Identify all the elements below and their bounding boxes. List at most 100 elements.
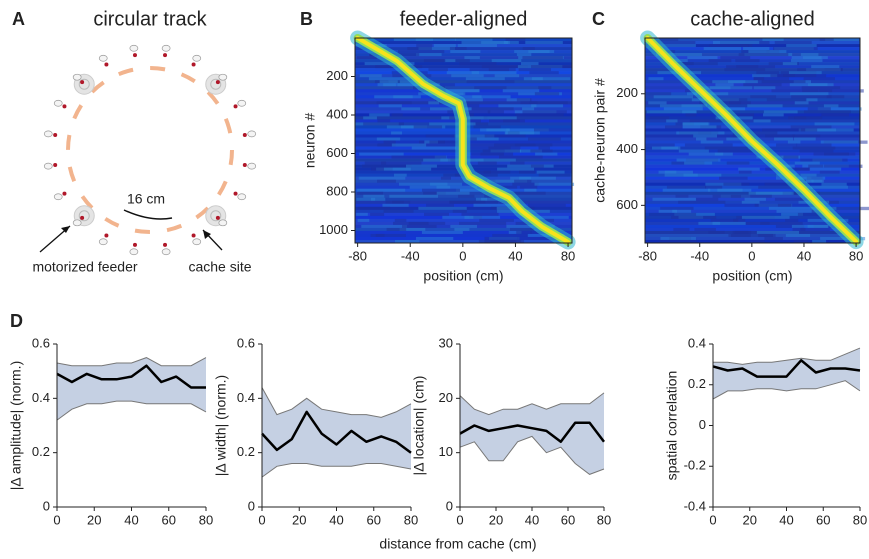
heatmap-texture [450, 50, 481, 54]
y-tick-label: 400 [326, 106, 348, 121]
heatmap-texture [464, 56, 480, 60]
heatmap-texture [520, 101, 538, 105]
y-axis-label: |Δ location| (cm) [411, 376, 427, 476]
scale-arc [123, 209, 173, 220]
heatmap-texture [683, 173, 722, 177]
heatmap-row [645, 170, 860, 174]
heatmap-texture [738, 167, 760, 171]
heatmap-row [355, 179, 572, 184]
heatmap-texture [481, 65, 528, 69]
band-lower [459, 435, 605, 475]
heatmap-texture [471, 152, 504, 156]
mean-line [459, 421, 605, 444]
heatmap-texture [743, 83, 782, 87]
heatmap-texture [821, 182, 847, 187]
heatmap-texture [762, 38, 784, 42]
y-tick-label: 0.2 [688, 376, 706, 391]
cache-site [53, 193, 63, 201]
y-tick-label: 10 [439, 444, 453, 459]
heatmap-texture [703, 47, 742, 51]
heatmap-texture [491, 59, 522, 63]
heatmap-texture [436, 191, 470, 196]
cache-dot [191, 62, 196, 67]
heatmap-texture [394, 218, 407, 223]
panel-label: A [12, 9, 25, 29]
y-axis-label: cache-neuron pair # [592, 78, 608, 203]
heatmap-texture [398, 50, 445, 54]
heatmap-texture [421, 230, 463, 235]
heatmap-texture [517, 236, 557, 241]
heatmap-texture [800, 227, 830, 232]
heatmap-texture [698, 221, 721, 226]
heatmap-row [645, 119, 860, 123]
heatmap-texture [488, 146, 521, 150]
y-axis-label: |Δ amplitude| (norm.) [8, 361, 24, 490]
heatmap-texture [510, 176, 532, 180]
heatmap-texture [775, 224, 805, 229]
band-lower [712, 380, 861, 400]
heatmap-texture [536, 170, 565, 174]
heatmap-texture [708, 59, 732, 63]
heatmap-texture [521, 62, 539, 66]
heatmap-texture [371, 167, 393, 171]
heatmap-texture [776, 143, 798, 147]
heatmap-texture [531, 77, 543, 81]
y-tick-label: 1000 [319, 222, 348, 237]
heatmap-texture [377, 83, 396, 87]
cache-dot [215, 80, 220, 85]
heatmap-texture [522, 47, 535, 51]
heatmap-texture [809, 167, 842, 171]
heatmap-texture [734, 230, 749, 235]
x-tick-label: 40 [779, 512, 793, 527]
heatmap-texture [745, 221, 770, 226]
x-tick-label: 60 [367, 512, 381, 527]
heatmap-texture [700, 140, 724, 144]
ridge [645, 36, 859, 244]
heatmap-texture [473, 203, 511, 208]
heatmap-texture [695, 137, 707, 141]
heatmap-texture [720, 56, 751, 60]
cache-dot [132, 242, 137, 247]
x-tick-label: 60 [162, 512, 176, 527]
x-tick-label: 80 [561, 248, 575, 263]
x-tick-label: 20 [489, 512, 503, 527]
heatmap-row [645, 224, 860, 229]
heatmap-texture [758, 185, 798, 190]
heatmap-texture [803, 77, 835, 81]
heatmap-texture [391, 143, 427, 147]
heatmap-texture [447, 110, 491, 114]
heatmap-texture [494, 74, 520, 78]
band-upper [459, 392, 605, 416]
heatmap-row [355, 197, 572, 202]
heatmap-texture [820, 140, 859, 144]
heatmap-texture [664, 173, 698, 177]
heatmap-texture [507, 164, 554, 168]
heatmap-row [645, 62, 860, 66]
x-tick-label: 40 [525, 512, 539, 527]
cache-site [218, 219, 228, 227]
heatmap-texture [712, 41, 760, 45]
heatmap-texture [408, 221, 446, 226]
heatmap-texture [415, 236, 454, 241]
heatmap-texture [488, 68, 516, 72]
diagram-title: circular track [93, 8, 207, 30]
heatmap-texture [651, 38, 679, 42]
heatmap-texture [463, 98, 483, 102]
heatmap-texture [472, 95, 511, 99]
heatmap-texture [471, 107, 514, 111]
heatmap-texture [748, 50, 787, 54]
heatmap-texture [747, 104, 783, 108]
heatmap-row [355, 86, 572, 90]
heatmap-row [645, 179, 860, 184]
heatmap-row [645, 86, 860, 90]
heatmap-texture [763, 110, 798, 114]
cache-dot [62, 191, 67, 196]
heatmap-texture [724, 68, 766, 72]
cache-dot [233, 191, 238, 196]
heatmap-texture [531, 104, 564, 108]
heatmap-row [355, 65, 572, 69]
heatmap-texture [735, 59, 760, 63]
heatmap-texture [781, 212, 804, 217]
cache-dot [53, 163, 58, 168]
x-tick-label: 60 [816, 512, 830, 527]
